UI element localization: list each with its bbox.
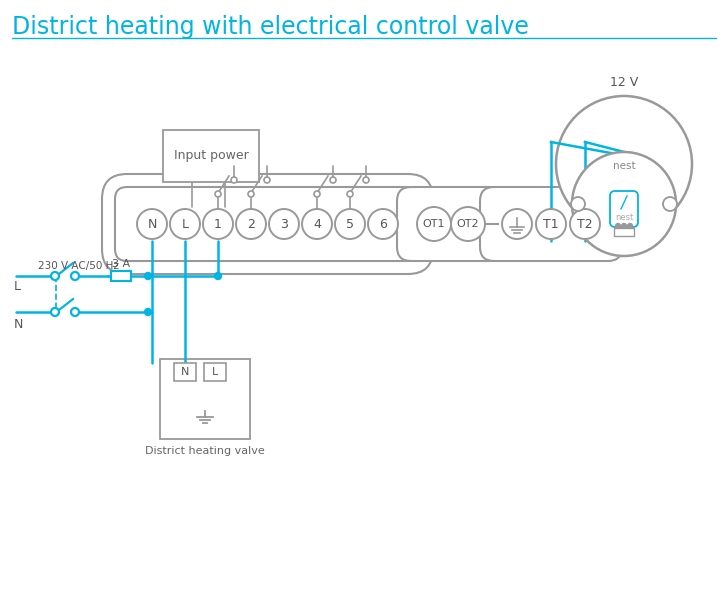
Text: N: N — [14, 318, 23, 330]
Text: District heating valve: District heating valve — [145, 446, 265, 456]
Circle shape — [570, 209, 600, 239]
Circle shape — [203, 209, 233, 239]
Text: 12 V: 12 V — [610, 75, 638, 89]
Text: N: N — [147, 217, 157, 230]
Circle shape — [231, 177, 237, 183]
Circle shape — [236, 209, 266, 239]
Text: T2: T2 — [577, 217, 593, 230]
FancyBboxPatch shape — [480, 187, 622, 261]
Text: OT1: OT1 — [423, 219, 446, 229]
Circle shape — [144, 308, 151, 315]
Text: 230 V AC/50 Hz: 230 V AC/50 Hz — [38, 261, 119, 271]
Circle shape — [502, 209, 532, 239]
Circle shape — [330, 177, 336, 183]
Circle shape — [248, 191, 254, 197]
Text: nest: nest — [615, 213, 633, 223]
FancyBboxPatch shape — [397, 187, 505, 261]
Circle shape — [628, 223, 633, 229]
FancyBboxPatch shape — [204, 363, 226, 381]
Text: T1: T1 — [543, 217, 559, 230]
Text: 5: 5 — [346, 217, 354, 230]
FancyBboxPatch shape — [160, 359, 250, 439]
Circle shape — [417, 207, 451, 241]
Circle shape — [536, 209, 566, 239]
Circle shape — [51, 272, 59, 280]
Circle shape — [215, 191, 221, 197]
Circle shape — [314, 191, 320, 197]
Circle shape — [347, 191, 353, 197]
Text: Input power: Input power — [173, 150, 248, 163]
Text: L: L — [212, 367, 218, 377]
Text: 3: 3 — [280, 217, 288, 230]
Circle shape — [71, 308, 79, 316]
Text: 4: 4 — [313, 217, 321, 230]
Circle shape — [144, 273, 151, 280]
Circle shape — [363, 177, 369, 183]
Text: 6: 6 — [379, 217, 387, 230]
Circle shape — [264, 177, 270, 183]
FancyBboxPatch shape — [115, 187, 420, 261]
Circle shape — [137, 209, 167, 239]
Circle shape — [215, 273, 221, 280]
FancyBboxPatch shape — [163, 130, 259, 182]
FancyBboxPatch shape — [102, 174, 433, 274]
Circle shape — [302, 209, 332, 239]
Circle shape — [622, 223, 627, 229]
Circle shape — [451, 207, 485, 241]
Text: 2: 2 — [247, 217, 255, 230]
Circle shape — [556, 96, 692, 232]
Circle shape — [572, 152, 676, 256]
FancyBboxPatch shape — [111, 271, 131, 281]
Text: nest: nest — [613, 161, 636, 171]
Text: 1: 1 — [214, 217, 222, 230]
FancyBboxPatch shape — [174, 363, 196, 381]
Text: 3 A: 3 A — [112, 259, 130, 269]
Circle shape — [335, 209, 365, 239]
Circle shape — [663, 197, 677, 211]
Circle shape — [571, 197, 585, 211]
Circle shape — [71, 272, 79, 280]
Text: N: N — [181, 367, 189, 377]
Circle shape — [51, 308, 59, 316]
Circle shape — [615, 223, 620, 229]
FancyBboxPatch shape — [610, 191, 638, 227]
Text: L: L — [14, 280, 21, 293]
Text: District heating with electrical control valve: District heating with electrical control… — [12, 15, 529, 39]
Circle shape — [170, 209, 200, 239]
Text: L: L — [181, 217, 189, 230]
Circle shape — [368, 209, 398, 239]
FancyBboxPatch shape — [614, 228, 634, 236]
Circle shape — [269, 209, 299, 239]
Text: OT2: OT2 — [456, 219, 479, 229]
